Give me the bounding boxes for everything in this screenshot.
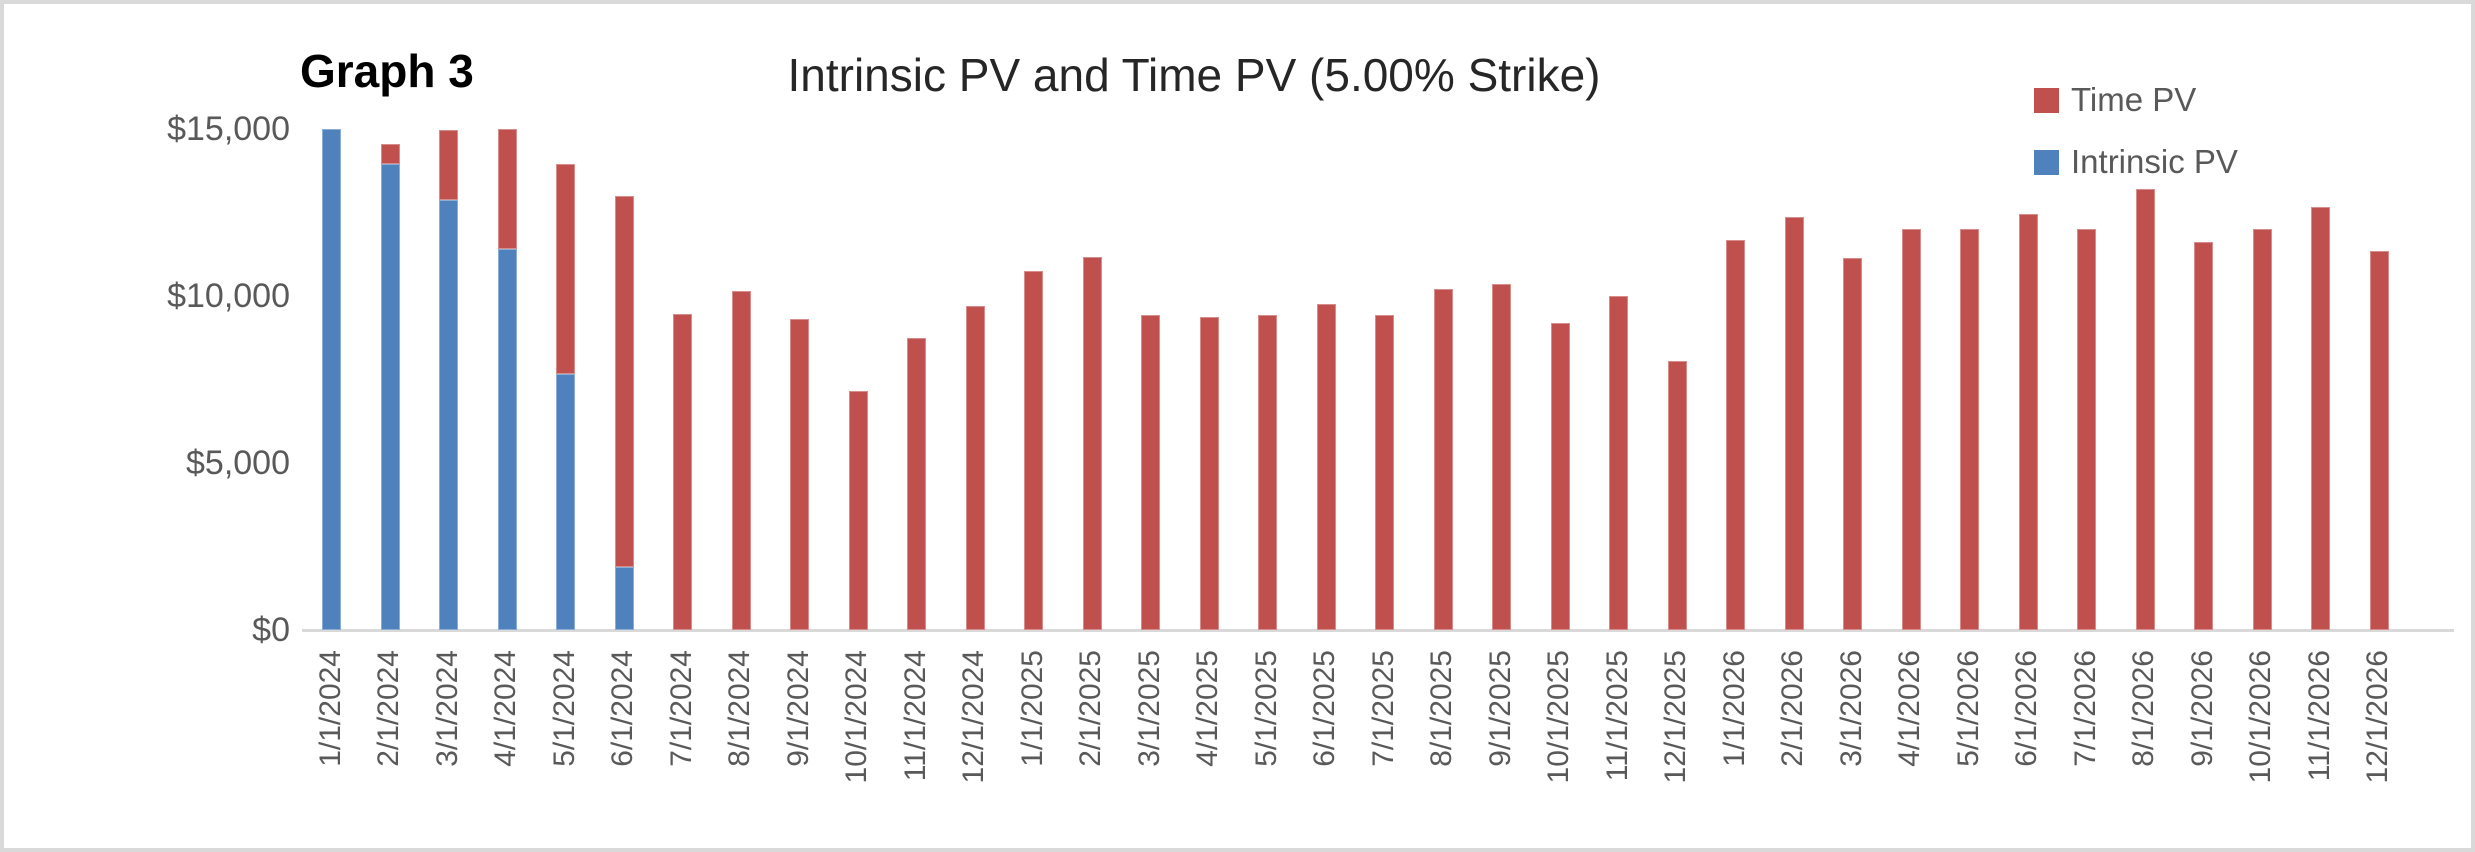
x-axis-label: 1/1/2025 [1015,650,1049,767]
x-axis-label: 9/1/2026 [2185,650,2219,767]
bar-time-segment [439,130,459,201]
x-axis-line [302,629,2454,632]
x-axis-label: 9/1/2025 [1483,650,1517,767]
x-axis-label: 7/1/2025 [1366,650,1400,767]
x-axis-label: 4/1/2024 [489,650,523,767]
x-axis-label: 6/1/2024 [606,650,640,767]
x-axis-label: 3/1/2024 [430,650,464,767]
x-axis-label: 1/1/2024 [313,650,347,767]
bar-time-segment [1609,296,1629,630]
bar-time-segment [2311,206,2331,630]
bar-time-segment [1141,315,1161,630]
x-axis-label: 5/1/2026 [1951,650,1985,767]
x-axis-label: 2/1/2025 [1074,650,1108,767]
x-axis-label: 8/1/2024 [723,650,757,767]
bar-time-segment [1316,304,1336,630]
bar-intrinsic-segment [497,249,517,630]
bar-time-segment [1550,323,1570,630]
bar-time-segment [497,129,517,250]
x-axis-label: 11/1/2024 [898,650,932,782]
bar-time-segment [2369,250,2389,630]
bar-time-segment [1901,229,1921,630]
bar-time-segment [790,319,810,630]
x-axis-label: 5/1/2025 [1249,650,1283,767]
bar-time-segment [1784,216,1804,630]
x-axis-label: 3/1/2025 [1132,650,1166,767]
x-axis-label: 2/1/2024 [372,650,405,767]
bar-time-segment [614,195,634,567]
x-axis-label: 5/1/2024 [547,650,581,767]
x-axis-label: 4/1/2026 [1893,650,1927,767]
x-axis-label: 12/1/2026 [2361,650,2395,784]
intrinsic-pv-swatch-icon [2034,149,2059,175]
bar-time-segment [1726,239,1746,630]
bar-intrinsic-segment [439,200,459,630]
bar-time-segment [1024,270,1044,630]
chart-title: Intrinsic PV and Time PV (5.00% Strike) [787,49,1601,101]
x-axis-label: 10/1/2024 [840,650,874,784]
bar-time-segment [2135,189,2155,630]
bar-time-segment [2018,213,2038,630]
x-axis-label: 4/1/2025 [1191,650,1225,767]
x-axis-label: 7/1/2024 [664,650,698,767]
bar-time-segment [731,290,751,630]
bar-time-segment [1667,361,1687,630]
bar-intrinsic-segment [556,374,576,630]
legend-label-intrinsic-pv: Intrinsic PV [2071,143,2238,180]
bar-time-segment [556,164,576,375]
x-axis-label: 6/1/2025 [1308,650,1342,767]
x-axis-label: 6/1/2026 [2010,650,2044,767]
x-axis-label: 12/1/2025 [1659,650,1693,784]
x-axis-label: 8/1/2025 [1425,650,1459,767]
bar-time-segment [1082,256,1102,630]
legend-item-intrinsic-pv: Intrinsic PV [2034,143,2238,180]
bar-intrinsic-segment [614,566,634,630]
bar-time-segment [1375,315,1395,630]
y-axis-label: $0 [252,611,290,649]
bar-time-segment [965,306,985,630]
bar-intrinsic-segment [322,129,341,630]
bar-time-segment [848,391,868,630]
legend-item-time-pv: Time PV [2034,81,2196,118]
x-axis-label: 3/1/2026 [1834,650,1868,767]
bar-time-segment [907,338,927,630]
bar-intrinsic-segment [380,164,400,630]
x-axis-label: 9/1/2024 [781,650,815,767]
x-axis-label: 10/1/2026 [2244,650,2278,784]
x-axis-label: 8/1/2026 [2127,650,2161,767]
legend-label-time-pv: Time PV [2071,81,2197,118]
bar-time-segment [1492,283,1512,630]
y-axis-label: $5,000 [186,444,290,482]
bar-time-segment [1960,229,1980,630]
y-axis-label: $10,000 [167,277,290,315]
x-axis-label: 12/1/2024 [957,650,991,784]
bar-time-segment [2077,229,2097,630]
bar-time-segment [1199,317,1219,630]
bar-time-segment [380,144,400,165]
x-axis-label: 2/1/2026 [1776,650,1810,767]
bar-time-segment [1258,315,1278,630]
time-pv-swatch-icon [2034,87,2059,113]
bar-time-segment [2252,229,2272,630]
y-axis-label: $15,000 [167,110,290,148]
x-axis-label: 11/1/2025 [1600,650,1634,782]
bar-time-segment [1843,257,1863,630]
x-axis-label: 11/1/2026 [2302,650,2336,782]
x-axis-label: 10/1/2025 [1542,650,1576,784]
x-axis-label: 1/1/2026 [1717,650,1751,767]
bar-time-segment [1433,288,1453,630]
x-axis-label: 7/1/2026 [2068,650,2102,767]
bar-time-segment [2194,241,2214,630]
graph-label: Graph 3 [300,45,474,97]
bar-time-segment [673,314,693,630]
